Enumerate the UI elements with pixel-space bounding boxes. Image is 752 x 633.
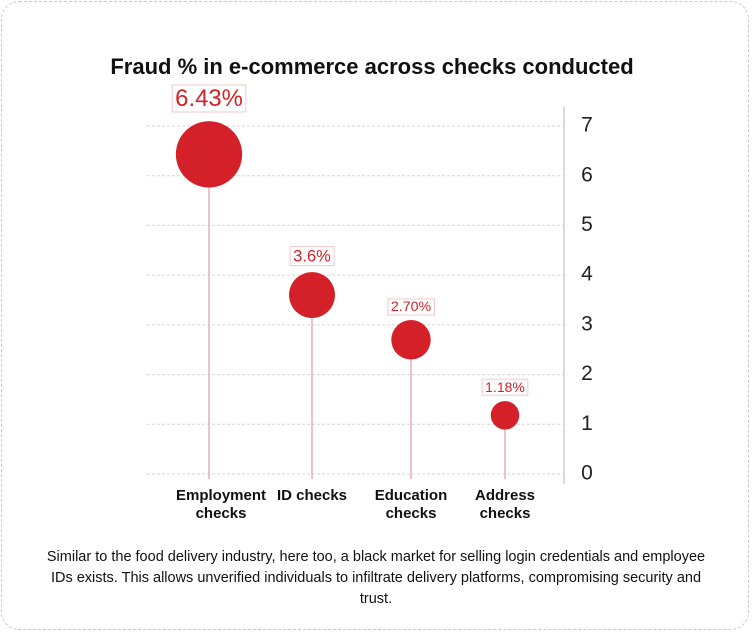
y-tick-label: 0 [581, 462, 593, 485]
chart-title: Fraud % in e-commerce across checks cond… [110, 54, 633, 79]
value-label: 2.70% [391, 299, 432, 315]
y-tick-label: 5 [581, 213, 593, 236]
y-tick-label: 4 [581, 263, 593, 286]
x-tick-label: Employment checks [175, 487, 266, 522]
y-tick-label: 7 [581, 114, 593, 137]
bubble [391, 320, 431, 360]
y-tick-label: 2 [581, 362, 593, 385]
value-label: 6.43% [175, 85, 243, 112]
label-box [481, 378, 529, 396]
x-tick-label: Education checks [374, 487, 448, 522]
bubble [289, 272, 335, 318]
x-tick-label: Address checks [474, 487, 536, 522]
value-label: 3.6% [293, 247, 331, 266]
value-label: 1.18% [485, 379, 525, 395]
y-tick-label: 6 [581, 163, 593, 186]
label-box [171, 84, 247, 113]
caption: Similar to the food delivery industry, h… [46, 549, 706, 607]
label-box [289, 246, 335, 267]
y-tick-label: 1 [581, 412, 593, 435]
bubble [175, 121, 243, 188]
bubble [490, 401, 520, 430]
label-box [387, 298, 435, 316]
y-tick-label: 3 [581, 312, 593, 335]
x-tick-label: ID checks [276, 487, 348, 504]
